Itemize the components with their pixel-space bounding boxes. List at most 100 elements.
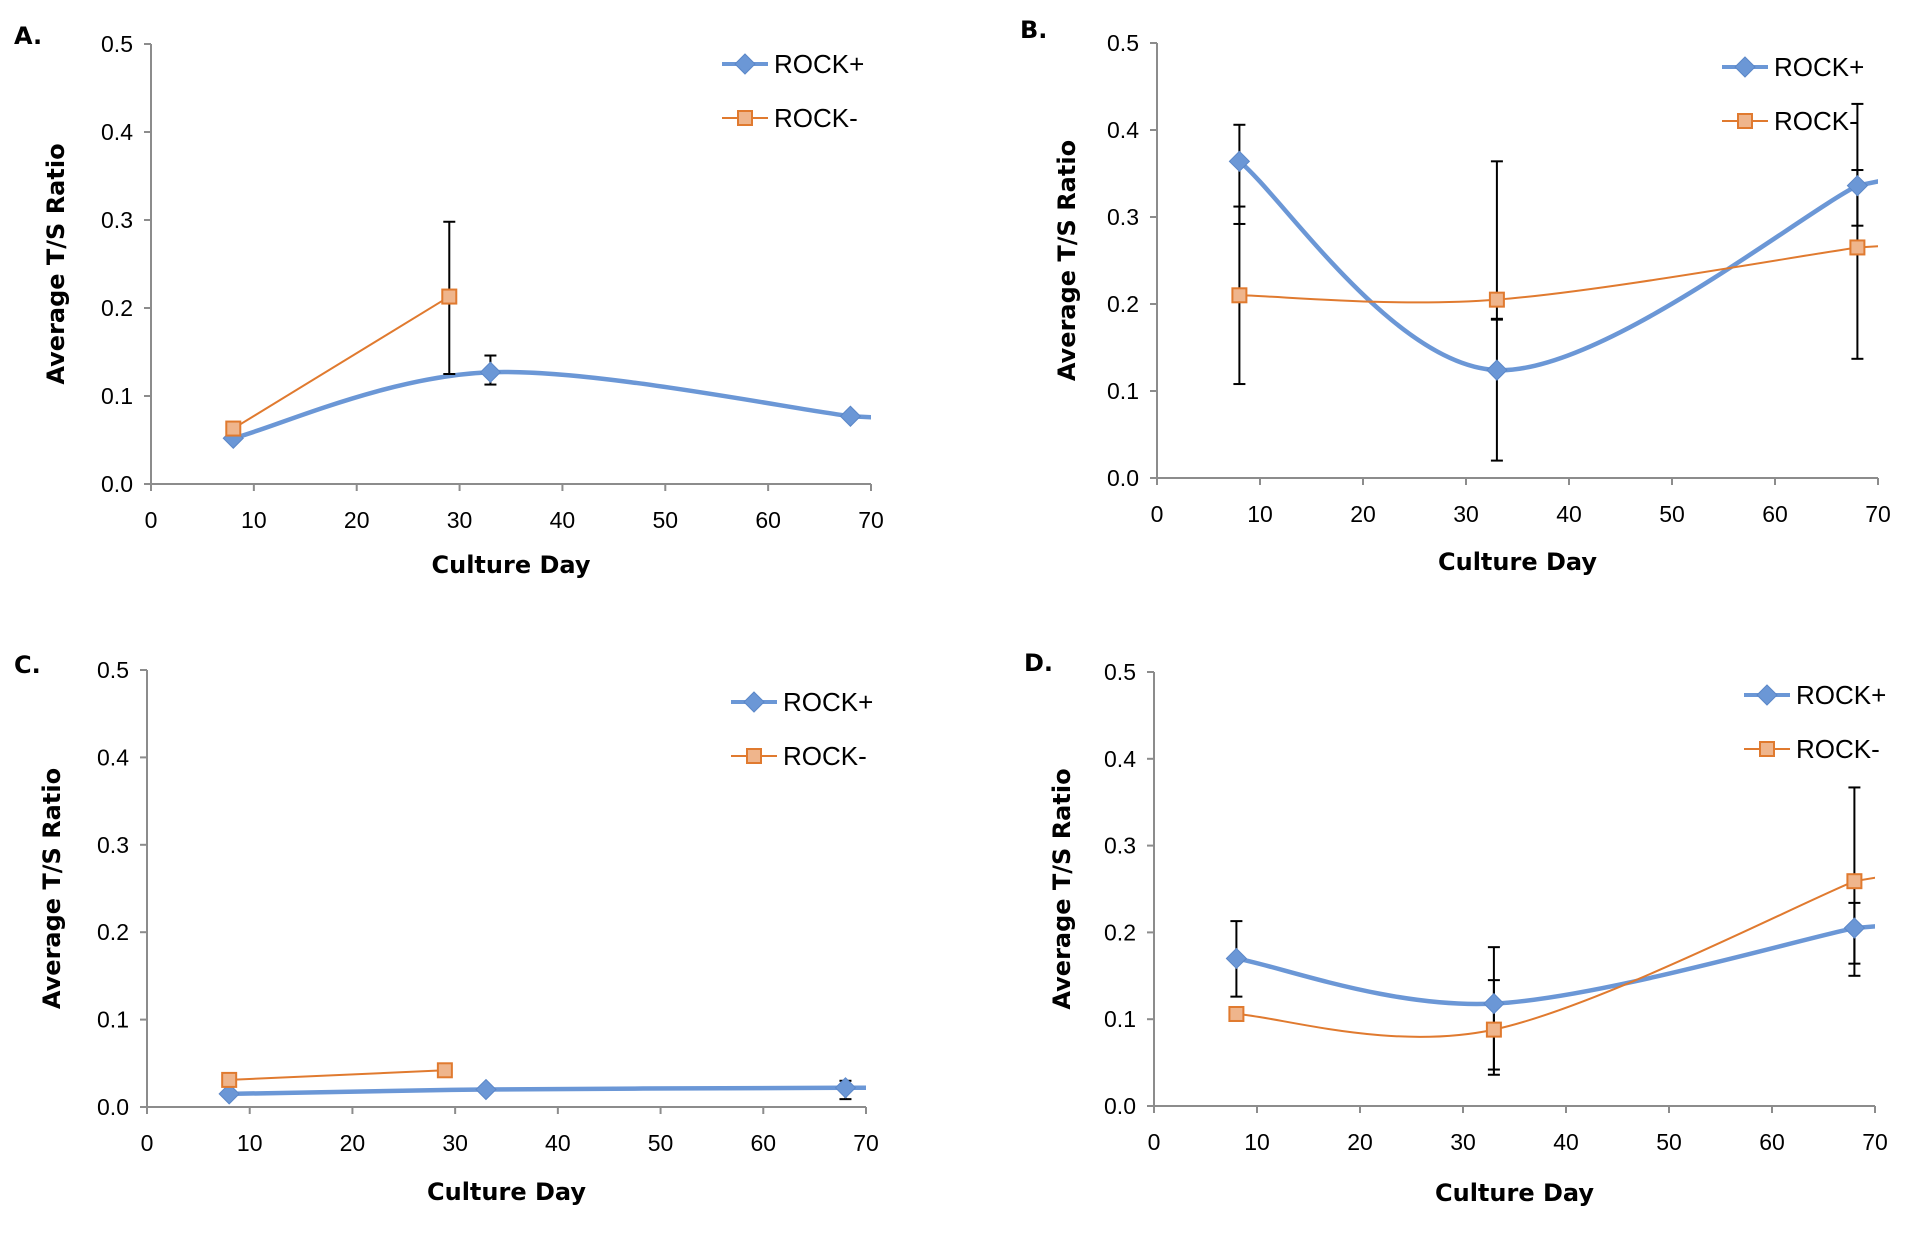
x-tick-label: 60 [750, 1130, 776, 1156]
y-tick-label: 0.3 [1104, 833, 1136, 859]
data-point-rock-minus [1231, 287, 1248, 304]
legend: ROCK+ ROCK- [1722, 52, 1864, 136]
data-point-rock-plus [839, 405, 862, 427]
x-tick-label: 0 [1148, 1129, 1161, 1155]
x-tick-label: 70 [858, 507, 884, 533]
x-tick-label: 50 [1659, 501, 1685, 527]
y-tick-label: 0.4 [1107, 117, 1139, 143]
y-tick-label: 0.1 [1104, 1006, 1136, 1032]
x-axis-title: Culture Day [427, 1178, 586, 1206]
legend-square-icon [1759, 741, 1775, 757]
data-point-rock-plus [1228, 150, 1251, 173]
panel-label: C. [14, 651, 41, 679]
legend-square-icon [746, 748, 762, 764]
y-tick-label: 0.3 [1107, 204, 1139, 230]
series-line [229, 1069, 445, 1081]
legend-square-icon [1737, 113, 1753, 129]
y-tick-label: 0.2 [97, 919, 129, 945]
panel-b: B. 0.0 0.1 0.2 0.3 0.4 0.5 0 10 20 30 40 50 60 70 Cultu… [1020, 16, 1891, 576]
legend-diamond-icon [1756, 684, 1778, 706]
legend-label: ROCK- [783, 741, 867, 771]
x-tick-label: 70 [853, 1130, 879, 1156]
data-point-rock-minus [441, 288, 458, 305]
y-tick-label: 0.2 [101, 295, 133, 321]
data-point-rock-plus [834, 1077, 857, 1099]
legend-diamond-icon [1734, 56, 1756, 78]
x-tick-label: 40 [1556, 501, 1582, 527]
y-tick-label: 0.2 [1104, 919, 1136, 945]
legend-label: ROCK+ [774, 49, 864, 79]
y-tick-label: 0.4 [1104, 746, 1136, 772]
x-tick-label: 20 [344, 507, 370, 533]
x-tick-label: 50 [652, 507, 678, 533]
y-tick-label: 0.5 [97, 657, 129, 683]
y-tick-label: 0.4 [97, 744, 129, 770]
x-tick-label: 60 [1759, 1129, 1785, 1155]
data-point-rock-plus [1483, 992, 1505, 1015]
x-tick-label: 50 [1656, 1129, 1682, 1155]
x-tick-label: 30 [447, 507, 473, 533]
y-tick-label: 0.0 [1107, 465, 1139, 491]
legend-label: ROCK- [1796, 734, 1880, 764]
panel-a: A. 0.0 0.1 0.2 0.3 0.4 0.5 0 10 20 30 40 50 60 70 Cultu… [14, 22, 884, 579]
panel-d: D. 0.0 0.1 0.2 0.3 0.4 0.5 0 10 20 30 40 50 60 70 Cultu… [1024, 649, 1888, 1207]
x-tick-label: 30 [1453, 501, 1479, 527]
data-point-rock-plus [1225, 947, 1248, 970]
x-tick-label: 20 [1350, 501, 1376, 527]
data-point-rock-minus [436, 1062, 453, 1079]
legend-label: ROCK+ [783, 687, 873, 717]
x-tick-label: 20 [340, 1130, 366, 1156]
y-tick-label: 0.0 [1104, 1093, 1136, 1119]
series-rock-plus [1237, 159, 1878, 373]
legend: ROCK+ ROCK- [1744, 680, 1886, 764]
panel-label: D. [1024, 649, 1053, 677]
series-line [1236, 924, 1875, 1007]
x-tick-label: 20 [1347, 1129, 1373, 1155]
series-line [1237, 159, 1878, 373]
y-tick-label: 0.1 [101, 383, 133, 409]
y-tick-label: 0.3 [97, 832, 129, 858]
y-tick-label: 0.4 [101, 119, 133, 145]
y-axis-title: Average T/S Ratio [42, 143, 70, 384]
panel-c: C. 0.0 0.1 0.2 0.3 0.4 0.5 0 10 20 30 40 50 60 70 Cultu… [14, 651, 879, 1206]
x-tick-label: 70 [1862, 1129, 1888, 1155]
x-axis-title: Culture Day [432, 551, 591, 579]
x-tick-label: 0 [1151, 501, 1164, 527]
y-tick-label: 0.0 [97, 1094, 129, 1120]
data-point-rock-minus [1228, 1005, 1245, 1022]
y-tick-label: 0.2 [1107, 291, 1139, 317]
y-tick-label: 0.0 [101, 471, 133, 497]
series-rock-minus [232, 295, 450, 430]
legend: ROCK+ ROCK- [731, 687, 873, 771]
legend-label: ROCK- [774, 103, 858, 133]
series-line [229, 1085, 866, 1097]
data-point-rock-plus [1843, 917, 1866, 939]
legend-diamond-icon [734, 53, 756, 75]
y-tick-label: 0.1 [1107, 378, 1139, 404]
y-tick-label: 0.5 [1107, 30, 1139, 56]
x-tick-label: 10 [237, 1130, 263, 1156]
legend-label: ROCK- [1774, 106, 1858, 136]
x-tick-label: 70 [1865, 501, 1891, 527]
data-point-rock-minus [1488, 291, 1505, 308]
data-point-rock-plus [475, 1078, 497, 1101]
x-tick-label: 60 [755, 507, 781, 533]
x-tick-label: 40 [545, 1130, 571, 1156]
series-line [232, 369, 871, 441]
legend-label: ROCK+ [1774, 52, 1864, 82]
series-rock-plus [232, 369, 871, 441]
y-axis-title: Average T/S Ratio [38, 768, 66, 1009]
data-point-rock-minus [1849, 239, 1866, 256]
x-tick-label: 50 [648, 1130, 674, 1156]
data-point-rock-minus [1485, 1021, 1502, 1038]
series-line [1236, 876, 1875, 1038]
series-rock-minus [1236, 876, 1875, 1038]
x-tick-label: 60 [1762, 501, 1788, 527]
data-point-rock-minus [225, 420, 242, 437]
y-tick-label: 0.5 [101, 31, 133, 57]
series-rock-minus [229, 1069, 445, 1081]
y-tick-label: 0.1 [97, 1007, 129, 1033]
data-point-rock-plus [1486, 359, 1508, 381]
data-point-rock-minus [221, 1071, 238, 1088]
